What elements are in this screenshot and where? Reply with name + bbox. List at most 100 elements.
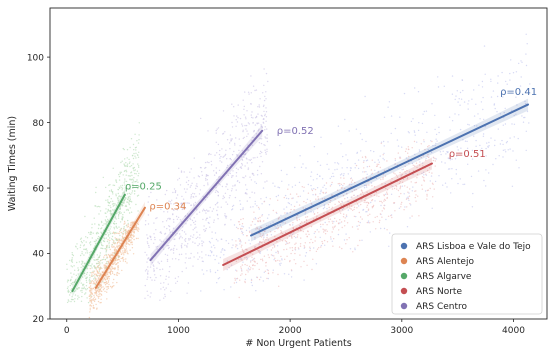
scatter-point <box>314 188 317 191</box>
scatter-point <box>483 179 485 182</box>
scatter-point <box>124 249 127 252</box>
scatter-point <box>223 254 225 256</box>
scatter-point <box>342 216 345 218</box>
scatter-point <box>331 220 333 222</box>
scatter-point <box>94 289 96 291</box>
scatter-point <box>356 207 358 209</box>
scatter-point <box>116 243 118 245</box>
scatter-point <box>287 202 289 204</box>
scatter-point <box>406 206 408 208</box>
scatter-point <box>225 201 227 203</box>
scatter-point <box>153 265 155 267</box>
scatter-point <box>232 185 234 187</box>
scatter-point <box>91 227 93 229</box>
scatter-point <box>310 175 312 178</box>
scatter-point <box>320 136 322 138</box>
scatter-point <box>125 231 128 233</box>
scatter-point <box>109 285 112 288</box>
scatter-point <box>241 223 244 225</box>
scatter-point <box>265 91 267 93</box>
scatter-point <box>132 234 134 236</box>
scatter-point <box>197 252 199 254</box>
scatter-point <box>402 168 405 170</box>
scatter-point <box>190 195 192 198</box>
scatter-point <box>246 249 248 251</box>
scatter-point <box>365 211 367 213</box>
scatter-point <box>493 103 496 105</box>
scatter-point <box>106 257 108 259</box>
scatter-point <box>234 277 236 280</box>
scatter-point <box>306 198 309 200</box>
scatter-point <box>350 178 352 180</box>
scatter-point <box>318 231 320 233</box>
scatter-point <box>71 253 74 256</box>
scatter-point <box>106 278 108 280</box>
scatter-point <box>203 209 205 212</box>
scatter-point <box>434 160 436 162</box>
scatter-point <box>259 165 261 168</box>
scatter-point <box>361 191 364 194</box>
scatter-point <box>135 152 137 154</box>
scatter-point <box>107 280 110 282</box>
scatter-point <box>435 138 437 140</box>
scatter-point <box>346 193 348 195</box>
scatter-point <box>123 191 126 193</box>
scatter-point <box>279 260 281 262</box>
scatter-point <box>147 266 149 268</box>
scatter-point <box>272 221 274 223</box>
scatter-point <box>153 270 155 272</box>
scatter-point <box>513 136 515 138</box>
scatter-point <box>267 80 269 83</box>
scatter-point <box>437 86 440 88</box>
scatter-point <box>125 174 127 176</box>
scatter-point <box>418 149 421 151</box>
scatter-point <box>77 298 79 300</box>
scatter-point <box>135 146 137 148</box>
scatter-point <box>137 227 139 229</box>
scatter-point <box>94 277 96 280</box>
scatter-point <box>428 171 430 173</box>
scatter-point <box>320 191 322 193</box>
scatter-point <box>168 200 170 202</box>
scatter-point <box>326 241 329 243</box>
scatter-point <box>182 226 184 228</box>
scatter-point <box>176 232 178 235</box>
scatter-point <box>91 267 93 269</box>
scatter-point <box>399 116 401 118</box>
scatter-point <box>366 173 368 175</box>
scatter-point <box>317 198 320 200</box>
scatter-point <box>449 159 452 161</box>
scatter-point <box>89 254 91 256</box>
scatter-point <box>254 181 256 183</box>
scatter-point <box>137 223 140 226</box>
scatter-point <box>151 279 153 281</box>
scatter-point <box>215 141 217 143</box>
scatter-point <box>390 193 393 195</box>
scatter-point <box>404 165 406 167</box>
scatter-point <box>112 205 115 207</box>
scatter-point <box>86 237 89 239</box>
scatter-point <box>176 194 179 196</box>
scatter-point <box>375 177 378 180</box>
scatter-point <box>127 222 129 225</box>
scatter-point <box>383 204 385 207</box>
scatter-point <box>415 181 418 184</box>
scatter-point <box>235 246 237 248</box>
scatter-point <box>345 243 347 245</box>
scatter-point <box>215 172 218 174</box>
scatter-point <box>473 89 475 91</box>
scatter-point <box>494 107 496 110</box>
scatter-point <box>117 265 119 267</box>
scatter-point <box>197 236 199 238</box>
scatter-point <box>285 206 288 208</box>
scatter-point <box>242 99 244 101</box>
scatter-point <box>344 118 346 121</box>
scatter-point <box>184 262 186 264</box>
scatter-point <box>113 228 116 230</box>
scatter-point <box>112 200 114 202</box>
scatter-point <box>262 238 265 240</box>
scatter-point <box>521 61 523 63</box>
scatter-point <box>121 184 124 187</box>
legend-item: ARS Lisboa e Vale do Tejo <box>400 242 531 252</box>
scatter-point <box>176 280 179 283</box>
